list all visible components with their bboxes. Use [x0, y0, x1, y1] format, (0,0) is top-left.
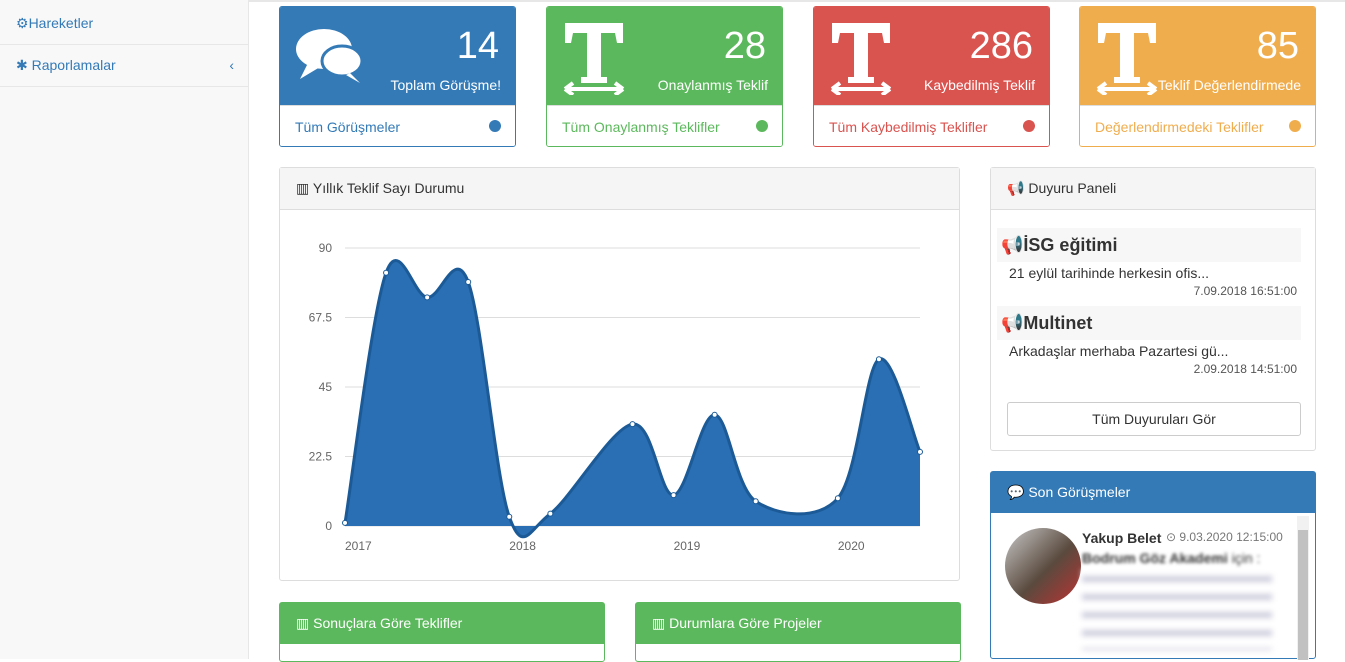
- point: [670, 492, 677, 499]
- blurred-text: [1082, 570, 1272, 650]
- panel-header: 📢 Duyuru Paneli: [991, 168, 1315, 210]
- point: [834, 495, 841, 502]
- x-tick-label: 2017: [345, 539, 372, 553]
- icon: [830, 23, 892, 95]
- avatar: [1005, 528, 1081, 604]
- point: [711, 411, 718, 418]
- point: [917, 448, 923, 455]
- point: [875, 356, 882, 363]
- panel: ▥ Durumlara Göre Projeler: [635, 602, 961, 662]
- announcement-panel: 📢 Duyuru Paneli 📢İSG eğitimi 21 eylül ta…: [990, 167, 1316, 451]
- chart-panel: ▥ Yıllık Teklif Sayı Durumu 0 22.5 45 67.5 9…: [279, 167, 960, 581]
- x-tick-label: 2018: [509, 539, 536, 553]
- chart: 0 22.5 45 67.5 90 2017 2018 2019 2020: [309, 241, 923, 553]
- stat-card[interactable]: 28 Onaylanmış Teklif Tüm Onaylanmış Tekl…: [546, 6, 783, 147]
- stat-number: 28: [723, 25, 766, 67]
- card-link[interactable]: Tüm Görüşmeler: [295, 119, 401, 135]
- stat-card[interactable]: 85 Teklif Değerlendirmede Değerlendirmed…: [1079, 6, 1316, 147]
- chart-title: Yıllık Teklif Sayı Durumu: [312, 180, 465, 196]
- card-link[interactable]: Tüm Onaylanmış Teklifler: [562, 119, 720, 135]
- stat-label: Onaylanmış Teklif: [657, 77, 768, 93]
- scrollbar: [1297, 516, 1309, 660]
- sidebar: ⚙Hareketler ✱ Raporlamalar ‹: [0, 0, 249, 659]
- menu-item[interactable]: ✱ Raporlamalar ‹: [0, 45, 248, 87]
- button[interactable]: Tüm Duyuruları Gör: [1007, 402, 1301, 436]
- stat-label: Toplam Görüşme!: [390, 77, 501, 93]
- point: [424, 294, 431, 301]
- card-link[interactable]: Tüm Kaybedilmiş Teklifler: [829, 119, 988, 135]
- icon: [563, 23, 625, 95]
- card-link[interactable]: Değerlendirmedeki Teklifler: [1095, 119, 1264, 135]
- area: [345, 260, 920, 537]
- point: [465, 278, 472, 285]
- stat-number: 14: [456, 25, 499, 67]
- stat-card[interactable]: 286 Kaybedilmiş Teklif Tüm Kaybedilmiş T…: [813, 6, 1050, 147]
- stat-card[interactable]: 14 Toplam Görüşme! Tüm Görüşmeler: [279, 6, 516, 147]
- icon: [1096, 23, 1158, 95]
- date: ⊙ 9.03.2020 12:15:00: [1166, 530, 1283, 544]
- stat-label: Teklif Değerlendirmede: [1157, 77, 1301, 93]
- top-border: [249, 0, 1345, 2]
- point: [752, 498, 759, 505]
- panel-header: 💬 Son Görüşmeler: [991, 472, 1315, 513]
- point: [342, 519, 348, 526]
- point: [506, 513, 513, 520]
- point: [383, 269, 390, 276]
- point: [547, 510, 554, 517]
- stat-label: Kaybedilmiş Teklif: [923, 77, 1035, 93]
- panel-header: ▥ Yıllık Teklif Sayı Durumu: [280, 168, 959, 210]
- y-tick-label: 90: [319, 241, 333, 255]
- menu-item[interactable]: ⚙Hareketler: [0, 0, 248, 45]
- y-tick-label: 22.5: [309, 450, 333, 464]
- stat-number: 286: [969, 25, 1033, 67]
- y-tick-label: 0: [325, 519, 332, 533]
- company: Bodrum Göz Akademi için :: [1082, 550, 1261, 566]
- panel: ▥ Sonuçlara Göre Teklifler: [279, 602, 605, 662]
- point: [629, 421, 636, 428]
- x-tick-label: 2020: [838, 539, 865, 553]
- recent-panel: 💬 Son Görüşmeler Yakup Belet ⊙ 9.03.2020…: [990, 471, 1316, 660]
- author: Yakup Belet: [1082, 530, 1162, 546]
- stat-number: 85: [1256, 25, 1299, 67]
- y-tick-label: 45: [319, 380, 333, 394]
- y-tick-label: 67.5: [309, 311, 333, 325]
- x-tick-label: 2019: [674, 539, 701, 553]
- icon: [296, 29, 364, 83]
